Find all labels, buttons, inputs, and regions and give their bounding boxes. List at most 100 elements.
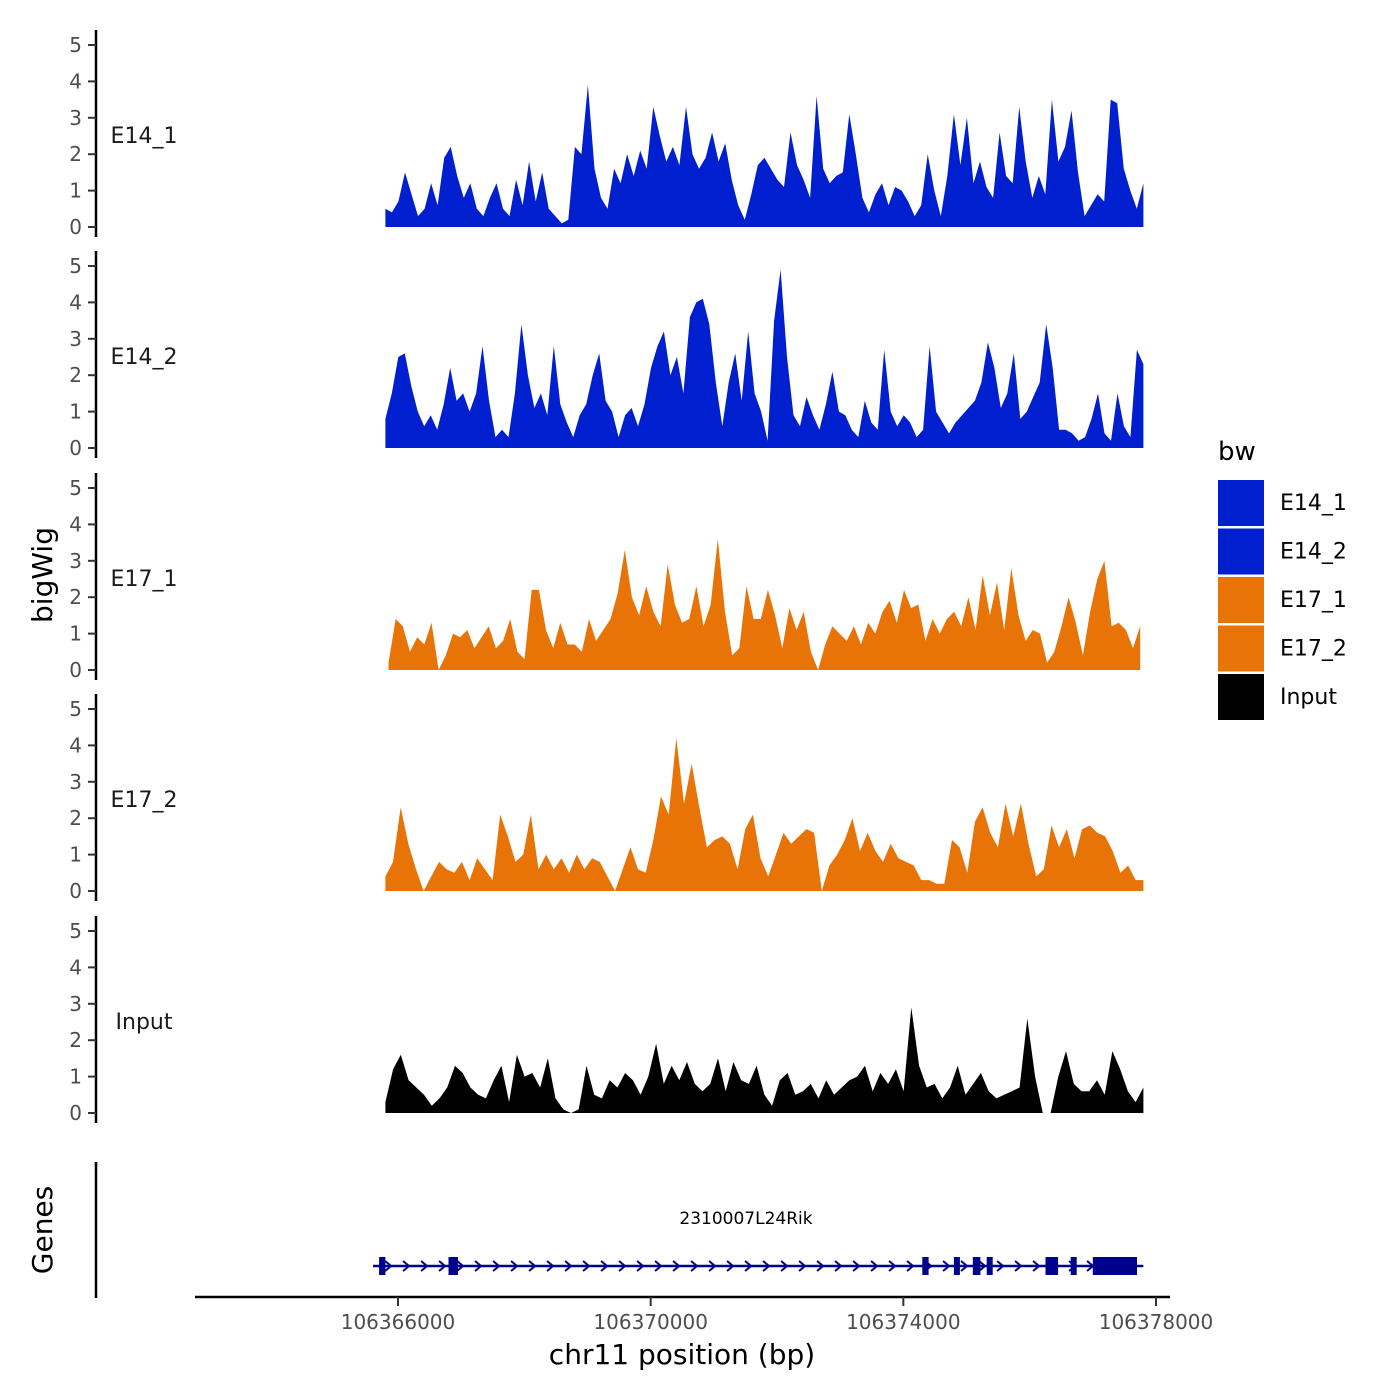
y-tick-label: 4 (69, 733, 82, 757)
strand-arrow (798, 1260, 807, 1272)
y-tick-label: 3 (69, 327, 82, 351)
strand-arrow (942, 1260, 951, 1272)
x-tick-label: 106366000 (341, 1310, 456, 1334)
y-tick-label: 4 (69, 69, 82, 93)
y-tick-label: 0 (69, 436, 82, 460)
x-axis: chr11 position (bp) 106366000 106370000 10… (195, 1295, 1214, 1371)
y-tick-label: 1 (69, 400, 82, 424)
y-tick-label: 1 (69, 179, 82, 203)
coverage-area (388, 539, 1141, 670)
gene-exon (379, 1257, 386, 1275)
y-tick-label: 1 (69, 1065, 82, 1089)
legend-label: Input (1280, 685, 1337, 710)
legend-label: E14_1 (1280, 491, 1347, 516)
strand-arrow (600, 1260, 609, 1272)
gene-exon (1070, 1257, 1077, 1275)
y-tick-label: 4 (69, 955, 82, 979)
gene-exon (1045, 1257, 1059, 1275)
y-tick-label: 3 (69, 770, 82, 794)
strand-arrow (978, 1260, 987, 1272)
strand-arrow (726, 1260, 735, 1272)
x-axis-title: chr11 position (bp) (549, 1338, 815, 1371)
track-label: E14_2 (111, 345, 178, 370)
legend: bw E14_1 E14_2 E17_1 E17_2 Input (1218, 437, 1347, 720)
track-input: 0 1 2 3 4 5 Input (69, 916, 1144, 1125)
gene-utr-exon (1092, 1257, 1137, 1275)
gene-exon (986, 1257, 993, 1275)
strand-arrow (1014, 1260, 1023, 1272)
y-tick-label: 5 (69, 919, 82, 943)
strand-arrow (564, 1260, 573, 1272)
coverage-area (385, 85, 1144, 227)
coverage-area (385, 1007, 1144, 1113)
strand-arrow (528, 1260, 537, 1272)
y-tick-label: 5 (69, 476, 82, 500)
legend-item-e14-2: E14_2 (1218, 528, 1347, 575)
strand-arrow (906, 1260, 915, 1272)
strand-arrow (960, 1260, 969, 1272)
y-tick-label: 3 (69, 106, 82, 130)
track-label: E17_1 (111, 567, 178, 592)
legend-swatch (1218, 577, 1264, 623)
y-tick-label: 5 (69, 697, 82, 721)
strand-arrow (672, 1260, 681, 1272)
strand-arrow (834, 1260, 843, 1272)
gene-name-label: 2310007L24Rik (679, 1209, 812, 1229)
y-tick-label: 4 (69, 290, 82, 314)
y-tick-label: 4 (69, 512, 82, 536)
y-tick-label: 2 (69, 585, 82, 609)
y-tick-label: 3 (69, 992, 82, 1016)
y-tick-label: 0 (69, 879, 82, 903)
coverage-area (385, 738, 1144, 891)
strand-arrow (996, 1260, 1005, 1272)
legend-item-e17-2: E17_2 (1218, 625, 1347, 672)
legend-swatch (1218, 625, 1264, 672)
y-tick-label: 5 (69, 254, 82, 278)
strand-arrow (636, 1260, 645, 1272)
legend-swatch (1218, 480, 1264, 526)
y-tick-label: 0 (69, 1101, 82, 1125)
track-label: E14_1 (111, 124, 178, 149)
strand-arrow (888, 1260, 897, 1272)
coverage-tracks: 0 1 2 3 4 5 E14_1 0 1 2 3 4 5 E14_2 0 1 2 3 4 5 E17_1 0 1 2 3 4 5 E… (69, 30, 1144, 1125)
strand-arrow (654, 1260, 663, 1272)
legend-title: bw (1218, 437, 1256, 467)
strand-arrow (384, 1260, 393, 1272)
gene-exon (953, 1257, 960, 1275)
gene-exon (922, 1257, 929, 1275)
y-tick-label: 2 (69, 363, 82, 387)
strand-arrow (438, 1260, 447, 1272)
strand-arrow (870, 1260, 879, 1272)
strand-arrow (510, 1260, 519, 1272)
legend-label: E17_1 (1280, 588, 1347, 613)
strand-arrow (762, 1260, 771, 1272)
track-e17-2: 0 1 2 3 4 5 E17_2 (69, 694, 1144, 903)
legend-swatch (1218, 528, 1264, 575)
y-axis-title: bigWig (26, 527, 59, 623)
legend-item-e17-1: E17_1 (1218, 577, 1347, 623)
strand-arrow (852, 1260, 861, 1272)
strand-arrow (690, 1260, 699, 1272)
track-label: Input (116, 1010, 173, 1035)
legend-label: E17_2 (1280, 637, 1347, 662)
track-e14-1: 0 1 2 3 4 5 E14_1 (69, 30, 1144, 239)
y-tick-label: 3 (69, 549, 82, 573)
y-tick-label: 5 (69, 33, 82, 57)
track-e17-1: 0 1 2 3 4 5 E17_1 (69, 473, 1141, 682)
x-tick-label: 106378000 (1099, 1310, 1214, 1334)
coverage-area (385, 269, 1144, 448)
legend-item-input: Input (1218, 674, 1337, 720)
strand-arrow (420, 1260, 429, 1272)
strand-arrow (618, 1260, 627, 1272)
strand-arrow (780, 1260, 789, 1272)
y-tick-label: 2 (69, 1028, 82, 1052)
strand-arrow (708, 1260, 717, 1272)
gene-exon (972, 1257, 981, 1275)
genes-axis-title: Genes (26, 1186, 59, 1274)
gene-exon (448, 1257, 458, 1275)
x-tick-label: 106370000 (593, 1310, 708, 1334)
x-tick-label: 106374000 (846, 1310, 961, 1334)
strand-arrow (744, 1260, 753, 1272)
